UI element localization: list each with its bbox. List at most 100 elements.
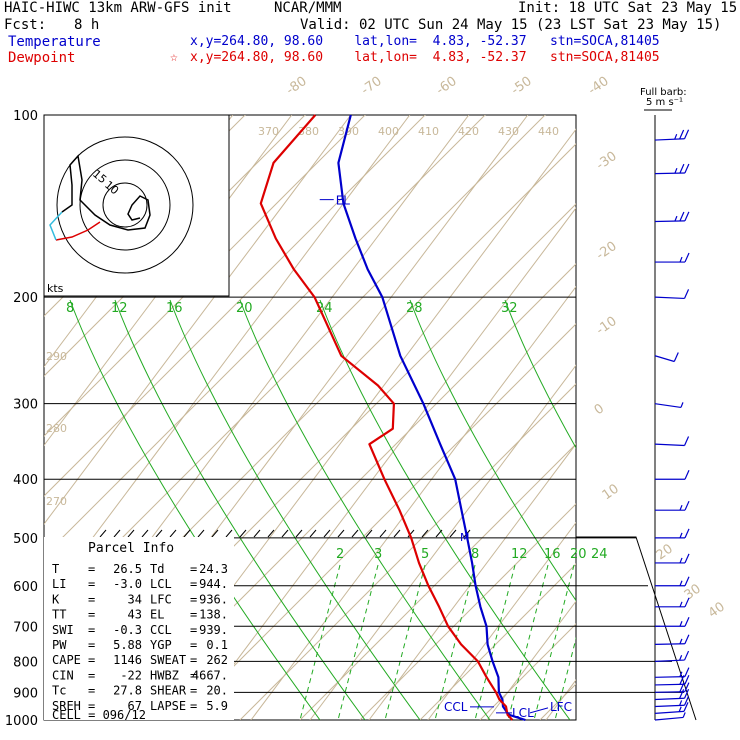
isotherm-line [309,364,576,720]
temperature-profile [337,114,526,722]
wind-barb [654,712,686,721]
isotherm-label: 0 [592,401,607,418]
parcel-info-cell: 43 [128,608,142,622]
mixing-ratio-label: 16 [544,547,561,562]
wind-barb [654,352,679,363]
adiabat-line [0,20,40,720]
parcel-info-cell: 34 [128,592,142,606]
mixing-ratio-line [169,299,421,720]
isotherm-label: 10 [600,481,622,503]
wind-barb [655,252,690,263]
parcel-info-cell: = [190,668,197,682]
ccl-label: CCL [444,700,468,714]
wind-barb [654,402,684,409]
hatch-mark [323,529,331,538]
pressure-tick-label: 600 [13,580,38,595]
isotherm-label: -60 [434,74,460,98]
lcl-label: LCL [512,706,534,720]
parcel-info-cell: = [190,684,197,698]
parcel-info-cell: LCL [150,577,172,591]
parcel-info-cell: = [88,562,95,576]
hatch-mark [365,529,373,538]
theta-label: 390 [338,125,359,138]
isotherm-label: -40 [586,74,612,98]
wind-barb [654,667,690,678]
wind-barb [654,650,690,662]
parcel-info-cell: 67 [128,699,142,713]
dewpoint-location: x,y=264.80, 98.60 lat,lon= 4.83, -52.37 … [190,50,660,65]
parcel-info-cell: = [88,638,95,652]
parcel-info-cell: 4667. [192,668,228,682]
adiabat-line [44,115,486,557]
wind-barb [654,436,690,447]
parcel-info-cell: = [190,577,197,591]
mixing-ratio-label: 20 [570,547,587,562]
theta-label: 290 [46,350,67,363]
parcel-info-rows: T = 26.5 Td = 24.3LI = -3.0 LCL = 944.K = 34 LFC = 936.… [52,562,228,713]
fcst-value: 8 h [74,17,100,33]
hodograph-unit: kts [47,282,64,295]
hatch-mark [379,529,387,538]
mixing-ratio-line [239,299,491,720]
parcel-info-cell: EL [150,608,164,622]
parcel-info-cell: = [88,653,95,667]
parcel-info-box: Parcel Info T = 26.5 Td = 24.3LI = -3.0 LCL = 944.… [44,537,234,722]
wind-barb [654,289,690,300]
hatch-mark [99,529,107,538]
parcel-info-cell: = [88,668,95,682]
mixing-ratio-labels: 8 12 16 20 24 28 32 2 3 5 8 12 16 20 24 [66,301,608,562]
isotherm-label: 40 [706,599,728,621]
profiles [259,114,526,722]
mixing-ratio-label: 2 [336,547,344,562]
header: HAIC-HIWC 13km ARW-GFS init NCAR/MMM Ini… [0,0,740,70]
wind-barb [654,211,690,223]
parcel-info-cell: Tc [52,684,66,698]
pressure-tick-label: 300 [13,398,38,413]
parcel-info-cell: 944. [199,577,228,591]
isotherm-label: -50 [509,74,535,98]
parcel-info-cell: = [88,623,95,637]
adiabat-line [299,443,576,720]
isotherm-line [664,115,740,720]
dewpoint-marker: ☆ [170,50,178,65]
hatch-mark [141,529,149,538]
wind-barb [655,500,690,511]
parcel-info-cell: LAPSE [150,699,186,713]
wind-barb [655,553,690,564]
dewpoint-profile [259,114,514,721]
parcel-info-cell: = [190,699,197,713]
parcel-info-cell: = [190,592,197,606]
wind-barb-panel: Full barb: 5 m s⁻¹ [640,87,690,721]
pressure-tick-label: 900 [13,686,38,701]
hatch-mark [113,529,121,538]
hodograph-trace-mid [49,211,63,241]
hodograph-trace-upper [61,154,151,231]
mixing-ratio-label: 24 [591,547,608,562]
parcel-info-cell: SHEAR [150,684,187,698]
m-label: M [460,531,470,544]
hatch-mark [407,529,415,538]
adiabat-line [419,563,576,720]
hodograph-inset: 15 10 kts [43,114,230,297]
parcel-info-cell: T [52,562,59,576]
parcel-info-cell: 5.9 [206,699,228,713]
parcel-info-cell: 939. [199,623,228,637]
wind-barb [655,576,690,587]
isotherm-line [486,600,576,720]
hatch-mark [169,529,177,538]
mixing-ratio-label: 8 [471,547,479,562]
lower-frame-edge [576,536,697,721]
hodograph-frame [43,114,230,297]
parcel-info-cell: 20. [206,684,228,698]
mixing-ratio-line [114,299,366,720]
legend-temperature: Temperature [8,34,101,50]
parcel-info-cell: CCL [150,623,172,637]
parcel-info-cell: CIN [52,668,74,682]
parcel-info-cell: = [190,623,197,637]
pressure-tick-label: 200 [13,291,38,306]
mixing-ratio-label: 16 [166,301,183,316]
hatch-mark [127,529,135,538]
theta-label: 280 [46,422,67,435]
